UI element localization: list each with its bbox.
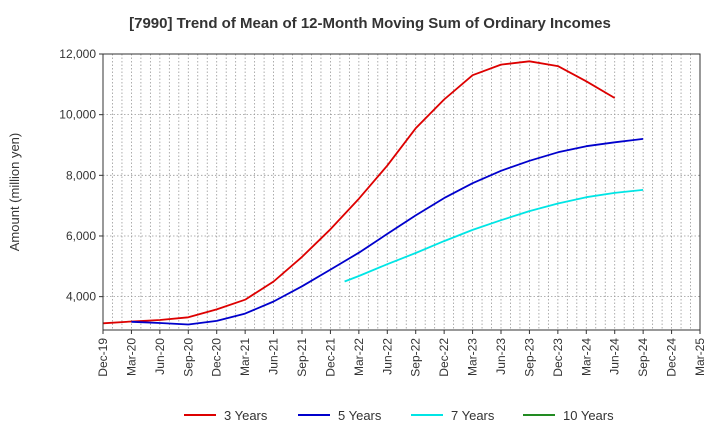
x-tick-label: Sep-22 [409, 338, 423, 377]
x-tick-label: Sep-20 [181, 338, 195, 377]
x-tick-label: Sep-23 [522, 338, 536, 377]
series-line-3-years [102, 60, 616, 325]
x-tick-label: Dec-24 [665, 338, 679, 377]
y-tick-label: 8,000 [66, 168, 96, 182]
y-tick-label: 6,000 [66, 229, 96, 243]
series-line-7-years [344, 189, 644, 283]
x-tick-label: Mar-23 [466, 338, 480, 376]
x-tick-label: Jun-20 [153, 338, 167, 375]
legend-label: 3 Years [224, 408, 268, 423]
legend: 3 Years 5 Years 7 Years 10 Years [184, 408, 614, 423]
x-tick-label: Mar-25 [693, 338, 707, 376]
x-tick-label: Dec-21 [323, 338, 337, 377]
y-tick-label: 4,000 [66, 290, 96, 304]
y-tick-label: 10,000 [59, 108, 96, 122]
x-tick-label: Dec-20 [210, 338, 224, 377]
x-tick-label: Jun-21 [267, 338, 281, 375]
x-tick-label: Mar-20 [124, 338, 138, 376]
y-tick-label: 12,000 [59, 47, 96, 61]
y-axis-label: Amount (million yen) [7, 133, 22, 252]
legend-label: 7 Years [451, 408, 495, 423]
x-tick-label: Sep-21 [295, 338, 309, 377]
grid [103, 53, 700, 330]
chart-title: [7990] Trend of Mean of 12-Month Moving … [129, 15, 611, 32]
x-tick-label: Jun-24 [608, 338, 622, 375]
series-lines [102, 60, 644, 326]
x-axis: Dec-19 Mar-20 Jun-20 Sep-20 Dec-20 Mar-21 Jun-… [96, 330, 707, 377]
x-tick-label: Dec-23 [551, 338, 565, 377]
x-tick-label: Dec-22 [437, 338, 451, 377]
y-axis: 4,000 6,000 8,000 10,000 12,000 [59, 47, 103, 304]
x-tick-label: Mar-22 [352, 338, 366, 376]
x-tick-label: Jun-22 [380, 338, 394, 375]
x-tick-label: Mar-21 [238, 338, 252, 376]
x-tick-label: Sep-24 [636, 338, 650, 377]
x-tick-label: Mar-24 [579, 338, 593, 376]
x-tick-label: Dec-19 [96, 338, 110, 377]
plot-frame [102, 53, 701, 331]
series-line-5-years [131, 138, 644, 326]
legend-label: 5 Years [338, 408, 382, 423]
x-tick-label: Jun-23 [494, 338, 508, 375]
legend-label: 10 Years [563, 408, 614, 423]
